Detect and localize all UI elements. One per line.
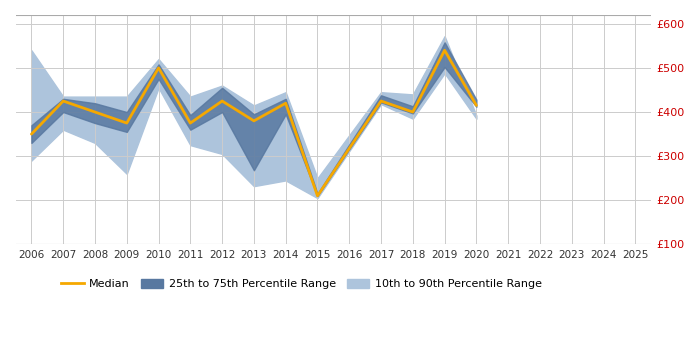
Legend: Median, 25th to 75th Percentile Range, 10th to 90th Percentile Range: Median, 25th to 75th Percentile Range, 1… xyxy=(57,274,546,294)
